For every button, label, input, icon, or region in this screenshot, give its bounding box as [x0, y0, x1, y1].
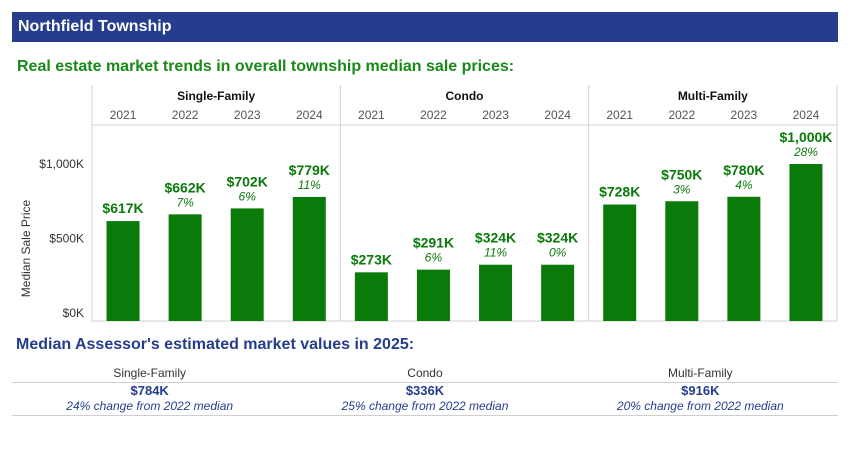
bar	[479, 264, 513, 321]
bar-value-label: $702K	[227, 173, 268, 189]
bar	[168, 214, 202, 321]
assessment-value: $916K	[681, 383, 720, 398]
bar-value-label: $779K	[289, 162, 330, 178]
assessment-category: Condo	[407, 366, 443, 380]
assessment-condo: Condo $336K 25% change from 2022 median	[287, 362, 562, 418]
bar-change-label: 11%	[484, 246, 507, 260]
year-label: 2021	[110, 108, 137, 122]
bar-value-label: $780K	[723, 162, 764, 178]
y-axis-label: Median Sale Price	[19, 199, 33, 297]
bar-value-label: $728K	[599, 184, 640, 200]
bar-change-label: 6%	[425, 251, 443, 265]
bar-change-label: 28%	[793, 145, 818, 159]
year-label: 2021	[606, 108, 633, 122]
bar-value-label: $1,000K	[779, 129, 832, 145]
bar-change-label: 11%	[298, 178, 321, 192]
bar-value-label: $324K	[537, 230, 578, 246]
bar-change-label: 0%	[549, 246, 567, 260]
bar-value-label: $273K	[351, 251, 392, 267]
year-label: 2022	[420, 108, 447, 122]
bar	[727, 196, 761, 321]
township-title-bar: Northfield Township	[12, 12, 838, 42]
bar	[541, 264, 575, 321]
y-tick-label: $500K	[49, 232, 84, 246]
assessment-rule-bottom	[12, 415, 838, 416]
year-label: 2022	[172, 108, 199, 122]
year-label: 2024	[296, 108, 323, 122]
bar-value-label: $291K	[413, 235, 454, 251]
year-label: 2023	[482, 108, 509, 122]
assessment-row: Single-Family $784K 24% change from 2022…	[12, 362, 838, 418]
assessment-note: 20% change from 2022 median	[616, 399, 784, 413]
y-tick-label: $1,000K	[39, 157, 84, 171]
bar	[665, 201, 699, 321]
bar	[603, 204, 637, 321]
assessment-note: 25% change from 2022 median	[341, 399, 509, 413]
bar-value-label: $617K	[102, 200, 143, 216]
assessment-category: Single-Family	[113, 366, 186, 380]
year-label: 2022	[668, 108, 695, 122]
year-label: 2024	[793, 108, 820, 122]
y-tick-label: $0K	[63, 306, 84, 320]
bar-value-label: $750K	[661, 166, 702, 182]
bar	[416, 269, 450, 321]
assessment-note: 24% change from 2022 median	[66, 399, 234, 413]
bar-change-label: 7%	[176, 195, 194, 209]
chart-title: Real estate market trends in overall tow…	[17, 58, 515, 75]
assessment-category: Multi-Family	[667, 366, 733, 380]
year-label: 2024	[544, 108, 571, 122]
bar-value-label: $662K	[164, 179, 205, 195]
township-title: Northfield Township	[18, 18, 172, 35]
year-label: 2021	[358, 108, 385, 122]
bar	[354, 272, 388, 321]
bar	[230, 208, 264, 321]
bar	[106, 221, 140, 321]
panel-title: Condo	[446, 89, 484, 103]
bar-value-label: $324K	[475, 230, 516, 246]
year-label: 2023	[234, 108, 261, 122]
assessment-single-family: Single-Family $784K 24% change from 2022…	[12, 362, 287, 418]
assessment-title: Median Assessor's estimated market value…	[16, 336, 415, 353]
year-label: 2023	[731, 108, 758, 122]
bar	[789, 164, 823, 321]
assessment-value: $784K	[130, 383, 169, 398]
assessment-value: $336K	[405, 383, 445, 398]
bar-change-label: 6%	[239, 189, 257, 203]
assessment-multi-family: Multi-Family $916K 20% change from 2022 …	[563, 362, 838, 418]
panel-title: Single-Family	[177, 89, 255, 103]
bar-change-label: 3%	[673, 182, 691, 196]
bar	[292, 196, 326, 321]
bar-change-label: 4%	[735, 178, 753, 192]
median-sale-price-chart: Median Sale Price $0K $500K $1,000K Single-F…	[19, 85, 838, 322]
panel-title: Multi-Family	[678, 89, 748, 103]
assessment-rule-top	[12, 382, 838, 383]
